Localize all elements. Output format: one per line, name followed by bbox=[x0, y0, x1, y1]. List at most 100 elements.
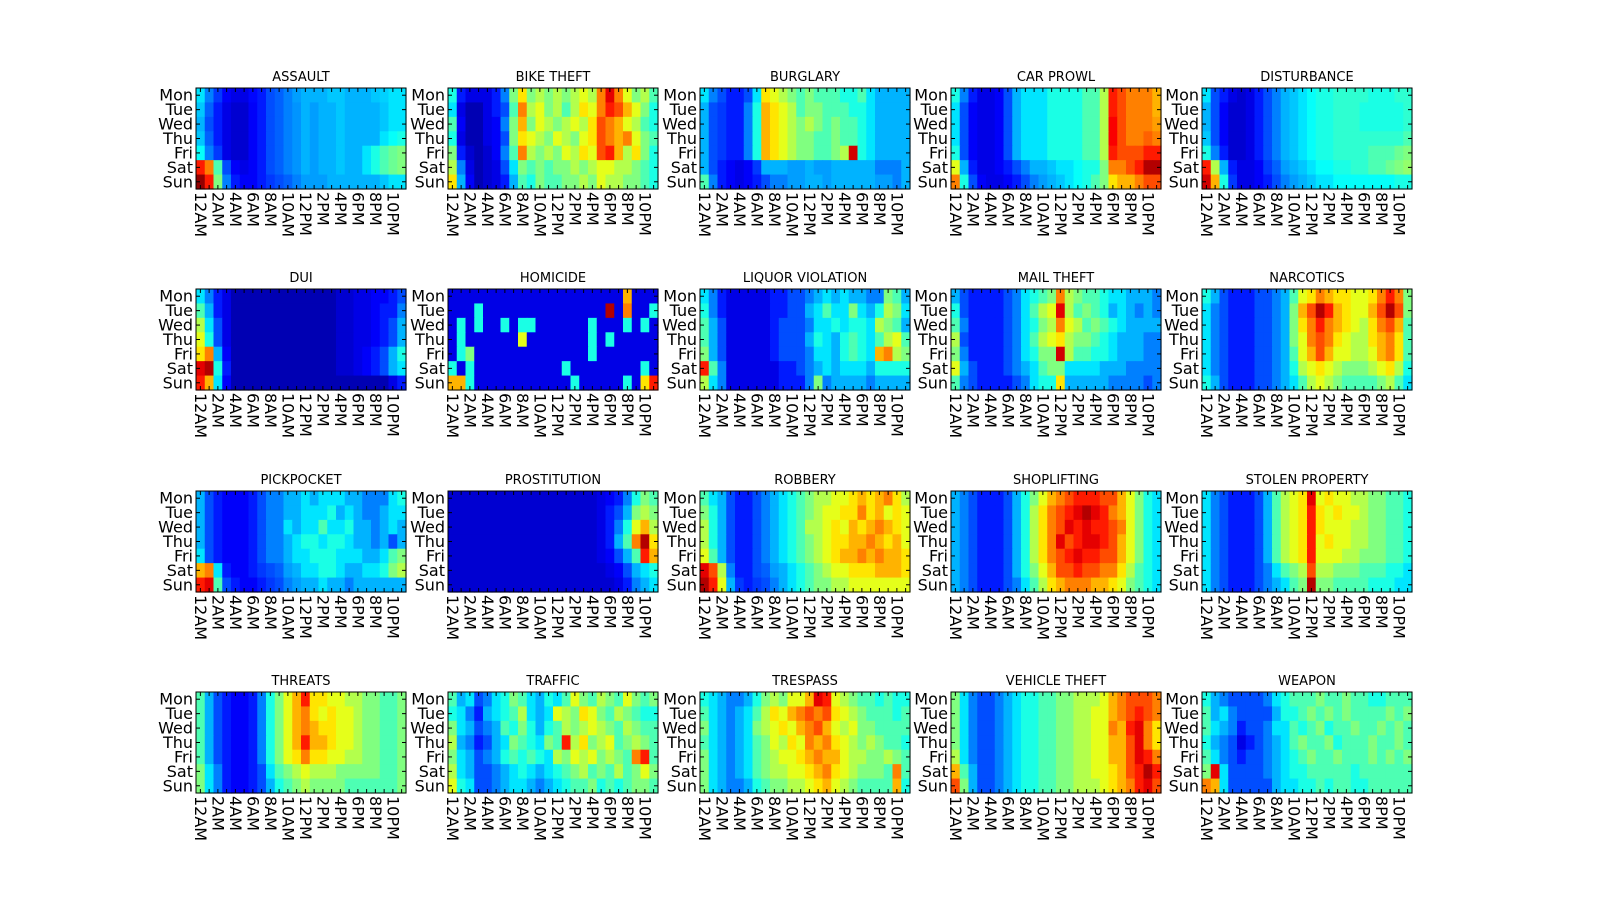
x-tick-label: 12PM bbox=[1051, 393, 1070, 437]
heatmap-cell bbox=[1315, 505, 1326, 521]
heatmap-cell bbox=[892, 764, 902, 780]
heatmap-cell bbox=[448, 491, 458, 507]
heatmap-cell bbox=[456, 361, 467, 377]
heatmap-cell bbox=[1368, 505, 1378, 521]
heatmap-cell bbox=[1385, 174, 1396, 190]
heatmap-cell bbox=[491, 735, 502, 751]
heatmap-cell bbox=[778, 346, 789, 362]
x-tick-label: 6PM bbox=[852, 796, 871, 830]
heatmap-cell bbox=[1134, 375, 1145, 391]
heatmap-cell bbox=[318, 289, 328, 305]
heatmap-cell bbox=[1342, 563, 1352, 579]
heatmap-cell bbox=[544, 749, 554, 765]
heatmap-cell bbox=[1056, 116, 1066, 132]
x-tick-label: 4PM bbox=[835, 192, 854, 226]
heatmap-cell bbox=[778, 519, 789, 535]
heatmap-cell bbox=[875, 88, 885, 104]
heatmap-cell bbox=[1143, 491, 1153, 507]
heatmap-cell bbox=[327, 116, 337, 132]
heatmap-cell bbox=[362, 563, 372, 579]
heatmap-cell bbox=[1003, 361, 1013, 377]
heatmap-cell bbox=[204, 778, 215, 794]
heatmap-cell bbox=[796, 88, 806, 104]
heatmap-cell bbox=[1021, 720, 1031, 736]
heatmap-cell bbox=[248, 102, 258, 118]
heatmap-cell bbox=[708, 174, 719, 190]
heatmap-cell bbox=[986, 375, 996, 391]
heatmap-cell bbox=[1143, 361, 1153, 377]
heatmap-cell bbox=[822, 332, 832, 348]
heatmap-cell bbox=[631, 491, 642, 507]
heatmap-cell bbox=[362, 160, 372, 176]
heatmap-cell bbox=[379, 534, 390, 550]
heatmap-cell bbox=[866, 491, 876, 507]
heatmap-cell bbox=[1324, 735, 1334, 751]
heatmap-cell bbox=[700, 519, 710, 535]
heatmap-cell bbox=[1134, 346, 1145, 362]
heatmap-cell bbox=[857, 735, 867, 751]
heatmap-panel: VEHICLE THEFTMonTueWedThuFriSatSun12AM2A… bbox=[913, 674, 1162, 841]
heatmap-cell bbox=[1289, 577, 1299, 593]
heatmap-cell bbox=[231, 519, 241, 535]
heatmap-cell bbox=[1082, 563, 1092, 579]
heatmap-cell bbox=[1263, 692, 1273, 708]
heatmap-cell bbox=[1385, 720, 1396, 736]
heatmap-cell bbox=[726, 375, 736, 391]
heatmap-cell bbox=[204, 735, 215, 751]
heatmap-cell bbox=[1073, 332, 1083, 348]
heatmap-cell bbox=[456, 346, 467, 362]
heatmap-cell bbox=[1134, 131, 1145, 147]
heatmap-cell bbox=[726, 332, 736, 348]
heatmap-cell bbox=[1403, 289, 1413, 305]
y-tick-label: Mon bbox=[1165, 690, 1199, 709]
heatmap-cell bbox=[344, 303, 355, 319]
x-tick-label: 4AM bbox=[226, 595, 245, 630]
heatmap-cell bbox=[518, 563, 528, 579]
heatmap-cell bbox=[951, 160, 961, 176]
heatmap-cell bbox=[605, 548, 615, 564]
heatmap-cell bbox=[796, 160, 806, 176]
heatmap-cell bbox=[353, 131, 363, 147]
heatmap-cell bbox=[857, 692, 867, 708]
heatmap-cell bbox=[257, 720, 267, 736]
heatmap-cell bbox=[1228, 577, 1238, 593]
heatmap-cell bbox=[649, 577, 659, 593]
heatmap-cell bbox=[1394, 361, 1404, 377]
heatmap-cell bbox=[631, 519, 642, 535]
heatmap-cell bbox=[1237, 720, 1247, 736]
heatmap-cell bbox=[735, 145, 745, 161]
y-tick-label: Thu bbox=[666, 532, 697, 551]
heatmap-cell bbox=[1385, 160, 1396, 176]
heatmap-cell bbox=[735, 160, 745, 176]
heatmap-cell bbox=[535, 361, 545, 377]
heatmap-cell bbox=[1254, 375, 1264, 391]
heatmap-cell bbox=[248, 116, 258, 132]
heatmap-cell bbox=[1350, 505, 1361, 521]
heatmap-panel: PICKPOCKETMonTueWedThuFriSatSun12AM2AM4A… bbox=[158, 473, 407, 640]
heatmap-cell bbox=[1219, 160, 1229, 176]
heatmap-cell bbox=[951, 491, 961, 507]
heatmap-cell bbox=[248, 720, 258, 736]
heatmap-cell bbox=[222, 160, 232, 176]
heatmap-cell bbox=[951, 764, 961, 780]
heatmap-cell bbox=[1333, 332, 1343, 348]
heatmap-cell bbox=[579, 289, 589, 305]
heatmap-cell bbox=[1315, 706, 1326, 722]
heatmap-cell bbox=[353, 145, 363, 161]
heatmap-cell bbox=[500, 749, 510, 765]
heatmap-cell bbox=[579, 145, 589, 161]
heatmap-cell bbox=[362, 303, 372, 319]
x-tick-label: 4PM bbox=[1337, 192, 1356, 226]
heatmap-cell bbox=[257, 160, 267, 176]
heatmap-cell bbox=[787, 317, 797, 333]
heatmap-cell bbox=[700, 116, 710, 132]
heatmap-cell bbox=[752, 88, 762, 104]
heatmap-cell bbox=[1289, 131, 1299, 147]
heatmap-cell bbox=[309, 720, 320, 736]
heatmap-cell bbox=[892, 491, 902, 507]
heatmap-cell bbox=[465, 145, 475, 161]
heatmap-cell bbox=[822, 289, 832, 305]
heatmap-cell bbox=[1038, 116, 1048, 132]
heatmap-cell bbox=[840, 577, 850, 593]
heatmap-cell bbox=[857, 174, 867, 190]
